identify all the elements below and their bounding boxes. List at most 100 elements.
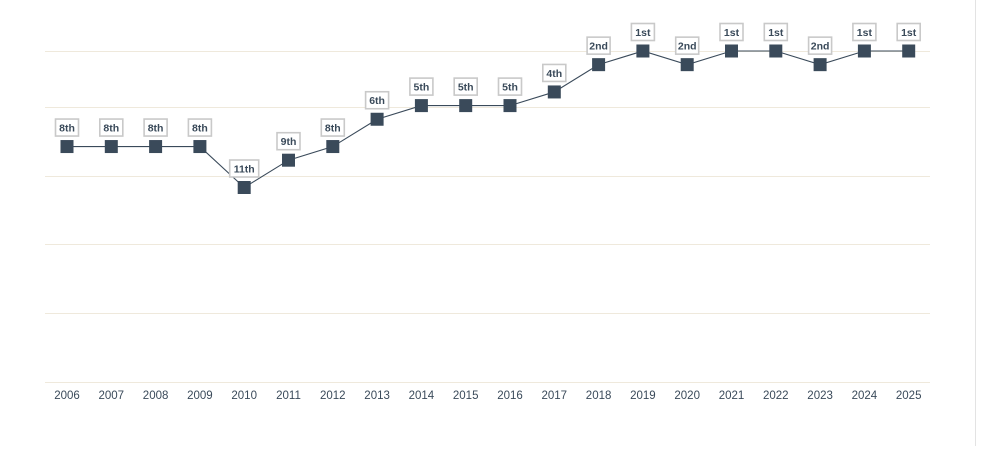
x-tick-label: 2019 xyxy=(630,390,656,402)
x-tick-label: 2020 xyxy=(674,390,700,402)
x-tick-label: 2023 xyxy=(807,390,833,402)
data-label-text: 1st xyxy=(857,27,873,39)
x-tick-label: 2025 xyxy=(896,390,922,402)
data-point xyxy=(149,140,163,154)
data-label-box xyxy=(674,36,700,55)
data-label-box xyxy=(541,63,567,83)
data-label-text: 2nd xyxy=(811,40,830,52)
x-tick-label: 2015 xyxy=(453,390,479,402)
data-label-text: 5th xyxy=(414,81,430,93)
data-label-text: 1st xyxy=(768,27,784,39)
x-tick-label: 2009 xyxy=(187,390,213,402)
data-label: 5th xyxy=(453,77,479,96)
data-label-box xyxy=(763,22,789,42)
data-label-text: 6th xyxy=(369,95,385,107)
data-label: 9th xyxy=(276,131,301,151)
data-label: 2nd xyxy=(674,36,700,55)
data-label-box xyxy=(497,77,523,96)
data-label-box xyxy=(453,77,479,96)
data-label-box xyxy=(852,22,877,42)
data-label-text: 8th xyxy=(148,122,164,134)
data-label-box xyxy=(409,77,434,96)
data-label-text: 1st xyxy=(724,27,740,39)
x-tick-label: 2016 xyxy=(497,390,523,402)
data-label-text: 5th xyxy=(458,81,474,93)
x-tick-label: 2014 xyxy=(409,390,435,402)
data-label: 8th xyxy=(99,118,124,137)
x-tick-label: 2006 xyxy=(54,390,80,402)
data-point xyxy=(282,153,295,167)
x-tick-label: 2007 xyxy=(99,390,125,402)
x-tick-label: 2011 xyxy=(276,390,301,402)
x-axis: 2006 2007 2008 2009 2010 2011 2012 2013 2014 2015… xyxy=(54,390,921,402)
data-labels: 8th 8th 8th 8th 11th 9th 8th 6th 5th 5th 5th 4th 2nd… xyxy=(54,22,922,178)
x-tick-label: 2010 xyxy=(231,390,257,402)
data-label-text: 9th xyxy=(281,136,297,148)
data-point xyxy=(592,58,606,72)
data-label-text: 5th xyxy=(502,81,518,93)
data-label: 1st xyxy=(763,22,789,42)
data-label-text: 8th xyxy=(103,122,119,134)
data-point xyxy=(370,112,384,126)
data-point xyxy=(414,99,428,113)
data-point xyxy=(636,44,650,58)
data-label: 1st xyxy=(852,22,877,42)
data-label-text: 8th xyxy=(325,122,341,134)
data-label-text: 8th xyxy=(192,122,208,134)
data-label: 2nd xyxy=(807,36,833,55)
x-tick-label: 2008 xyxy=(143,390,169,402)
x-tick-label: 2021 xyxy=(719,390,745,402)
data-point xyxy=(326,140,340,154)
gridlines xyxy=(45,51,930,383)
data-label-box xyxy=(228,159,260,178)
data-label: 2nd xyxy=(586,36,611,55)
data-label-box xyxy=(99,118,124,137)
series-line xyxy=(67,50,909,189)
data-label-text: 4th xyxy=(546,68,562,80)
data-label-box xyxy=(896,22,922,42)
data-point xyxy=(104,140,118,154)
data-point xyxy=(857,44,871,58)
x-tick-label: 2013 xyxy=(364,390,390,402)
data-point xyxy=(237,181,251,194)
data-label: 8th xyxy=(320,118,346,137)
data-point xyxy=(813,58,827,72)
data-label: 1st xyxy=(719,22,744,42)
data-label: 6th xyxy=(364,90,390,110)
data-label-box xyxy=(586,36,611,55)
data-point xyxy=(769,44,783,58)
x-tick-label: 2022 xyxy=(763,390,789,402)
data-point xyxy=(193,140,207,154)
data-point xyxy=(459,99,473,113)
data-label-box xyxy=(143,118,168,137)
x-tick-label: 2018 xyxy=(586,390,612,402)
markers xyxy=(60,44,916,194)
data-label-text: 2nd xyxy=(678,40,697,52)
data-label-text: 11th xyxy=(234,163,255,175)
data-label: 8th xyxy=(54,118,80,137)
data-label: 1st xyxy=(630,22,656,42)
x-tick-label: 2012 xyxy=(320,390,346,402)
data-label-box xyxy=(54,118,80,137)
data-point xyxy=(547,85,561,99)
x-tick-label: 2017 xyxy=(542,390,568,402)
data-label: 5th xyxy=(409,77,434,96)
data-label-box xyxy=(630,22,656,42)
data-label: 4th xyxy=(541,63,567,83)
data-label: 1st xyxy=(896,22,922,42)
data-point xyxy=(680,58,694,72)
data-label-box xyxy=(320,118,346,137)
x-tick-label: 2024 xyxy=(852,390,878,402)
data-point xyxy=(902,44,916,58)
data-label-box xyxy=(187,118,213,137)
data-point xyxy=(725,44,738,58)
data-label: 5th xyxy=(497,77,523,96)
data-label-text: 1st xyxy=(635,27,651,39)
data-label-text: 2nd xyxy=(589,40,608,52)
data-label-text: 1st xyxy=(901,27,917,39)
data-label-box xyxy=(807,36,833,55)
right-border xyxy=(975,0,976,446)
data-label-box xyxy=(276,131,301,151)
